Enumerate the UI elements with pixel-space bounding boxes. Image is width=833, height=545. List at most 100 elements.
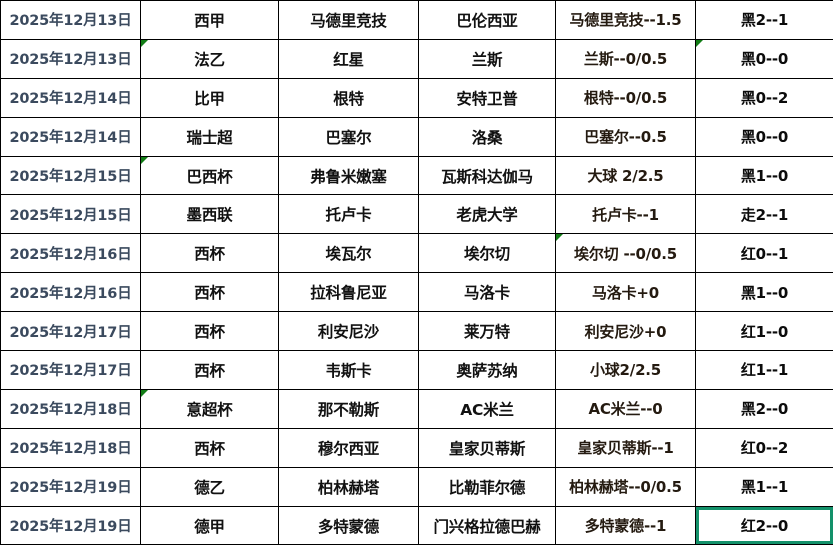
cell-home[interactable]: 托卢卡 [279,195,419,234]
cell-odds[interactable]: 大球 2/2.5 [556,156,696,195]
comment-marker-icon [556,234,563,241]
cell-league[interactable]: 德乙 [141,467,279,506]
cell-date[interactable]: 2025年12月14日 [1,78,141,117]
cell-result[interactable]: 红1--0 [696,312,833,351]
cell-odds[interactable]: 埃尔切 --0/0.5 [556,234,696,273]
cell-league[interactable]: 西杯 [141,428,279,467]
cell-date[interactable]: 2025年12月18日 [1,428,141,467]
cell-home[interactable]: 巴塞尔 [279,117,419,156]
cell-odds[interactable]: 托卢卡--1 [556,195,696,234]
cell-date[interactable]: 2025年12月13日 [1,39,141,78]
cell-odds[interactable]: 利安尼沙+0 [556,312,696,351]
cell-away[interactable]: 莱万特 [419,312,556,351]
cell-result[interactable]: 黑0--0 [696,117,833,156]
cell-result[interactable]: 黑2--1 [696,1,833,40]
cell-odds[interactable]: 皇家贝蒂斯--1 [556,428,696,467]
cell-date[interactable]: 2025年12月17日 [1,351,141,390]
cell-date[interactable]: 2025年12月14日 [1,117,141,156]
cell-date[interactable]: 2025年12月18日 [1,389,141,428]
cell-league[interactable]: 比甲 [141,78,279,117]
cell-away[interactable]: 老虎大学 [419,195,556,234]
cell-odds[interactable]: AC米兰--0 [556,389,696,428]
cell-away[interactable]: 洛桑 [419,117,556,156]
cell-home[interactable]: 根特 [279,78,419,117]
cell-result[interactable]: 黑0--2 [696,78,833,117]
cell-league[interactable]: 西杯 [141,234,279,273]
cell-home[interactable]: 拉科鲁尼亚 [279,273,419,312]
cell-league[interactable]: 西甲 [141,1,279,40]
cell-odds[interactable]: 马洛卡+0 [556,273,696,312]
cell-home[interactable]: 韦斯卡 [279,351,419,390]
cell-home[interactable]: 利安尼沙 [279,312,419,351]
comment-marker-icon [696,40,703,47]
cell-result[interactable]: 走2--1 [696,195,833,234]
cell-home[interactable]: 柏林赫塔 [279,467,419,506]
cell-away[interactable]: 皇家贝蒂斯 [419,428,556,467]
cell-date[interactable]: 2025年12月15日 [1,156,141,195]
cell-league[interactable]: 西杯 [141,273,279,312]
cell-away[interactable]: 巴伦西亚 [419,1,556,40]
cell-league[interactable]: 西杯 [141,351,279,390]
cell-home[interactable]: 马德里竞技 [279,1,419,40]
cell-away[interactable]: AC米兰 [419,389,556,428]
cell-date[interactable]: 2025年12月15日 [1,195,141,234]
cell-home[interactable]: 弗鲁米嫩塞 [279,156,419,195]
cell-league[interactable]: 瑞士超 [141,117,279,156]
cell-away[interactable]: 安特卫普 [419,78,556,117]
cell-date[interactable]: 2025年12月19日 [1,506,141,545]
cell-odds[interactable]: 根特--0/0.5 [556,78,696,117]
cell-date[interactable]: 2025年12月17日 [1,312,141,351]
cell-home[interactable]: 那不勒斯 [279,389,419,428]
cell-result[interactable]: 黑0--0 [696,39,833,78]
cell-date[interactable]: 2025年12月19日 [1,467,141,506]
cell-result[interactable]: 红0--1 [696,234,833,273]
cell-league[interactable]: 法乙 [141,39,279,78]
cell-league[interactable]: 巴西杯 [141,156,279,195]
cell-away[interactable]: 瓦斯科达伽马 [419,156,556,195]
cell-odds[interactable]: 小球2/2.5 [556,351,696,390]
cell-league[interactable]: 西杯 [141,312,279,351]
cell-date[interactable]: 2025年12月13日 [1,1,141,40]
cell-away[interactable]: 兰斯 [419,39,556,78]
cell-odds[interactable]: 柏林赫塔--0/0.5 [556,467,696,506]
cell-home[interactable]: 红星 [279,39,419,78]
cell-league[interactable]: 墨西联 [141,195,279,234]
cell-date[interactable]: 2025年12月16日 [1,273,141,312]
cell-odds[interactable]: 多特蒙德--1 [556,506,696,545]
cell-odds[interactable]: 马德里竞技--1.5 [556,1,696,40]
cell-result[interactable]: 黑1--1 [696,467,833,506]
cell-away[interactable]: 奥萨苏纳 [419,351,556,390]
cell-home[interactable]: 多特蒙德 [279,506,419,545]
comment-marker-icon [141,40,148,47]
cell-home[interactable]: 埃瓦尔 [279,234,419,273]
cell-result[interactable]: 黑1--0 [696,273,833,312]
cell-away[interactable]: 马洛卡 [419,273,556,312]
cell-result[interactable]: 黑2--0 [696,389,833,428]
comment-marker-icon [141,390,148,397]
cell-result[interactable]: 红0--2 [696,428,833,467]
cell-odds[interactable]: 兰斯--0/0.5 [556,39,696,78]
cell-away[interactable]: 比勒菲尔德 [419,467,556,506]
comment-marker-icon [141,157,148,164]
cell-away[interactable]: 门兴格拉德巴赫 [419,506,556,545]
cell-league[interactable]: 德甲 [141,506,279,545]
cell-result-selected[interactable]: 红2--0 [696,506,833,545]
cell-league[interactable]: 意超杯 [141,389,279,428]
cell-home[interactable]: 穆尔西亚 [279,428,419,467]
cell-odds[interactable]: 巴塞尔--0.5 [556,117,696,156]
cell-away[interactable]: 埃尔切 [419,234,556,273]
cell-result[interactable]: 黑1--0 [696,156,833,195]
cell-result[interactable]: 红1--1 [696,351,833,390]
cell-date[interactable]: 2025年12月16日 [1,234,141,273]
